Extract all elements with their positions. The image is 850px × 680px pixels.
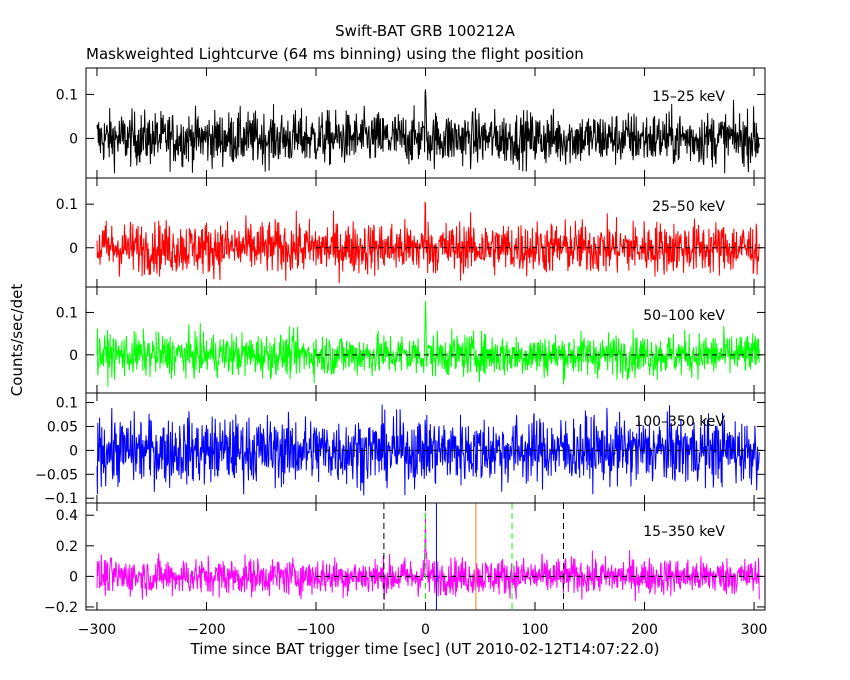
chart-subtitle: Maskweighted Lightcurve (64 ms binning) … xyxy=(86,45,584,63)
y-tick-label: 0 xyxy=(69,241,78,257)
y-tick-label: 0 xyxy=(69,131,78,147)
x-axis: −300 −200 −100 0 100 200 300 xyxy=(78,622,768,638)
lightcurve-series xyxy=(96,300,760,387)
band-label: 25–50 keV xyxy=(652,199,725,215)
x-tick-label: 100 xyxy=(522,622,549,638)
y-tick-label: 0 xyxy=(69,348,78,364)
y-tick-label: 0.1 xyxy=(56,197,78,213)
y-tick-label: 0.1 xyxy=(56,396,78,412)
y-tick-label: −0.1 xyxy=(44,491,78,507)
y-tick-label: 0.1 xyxy=(56,305,78,321)
x-tick-label: −100 xyxy=(297,622,335,638)
y-tick-label: −0.2 xyxy=(44,600,78,616)
y-tick-label: 0.1 xyxy=(56,87,78,103)
y-tick-label: 0.05 xyxy=(47,419,78,435)
y-tick-label: 0 xyxy=(69,443,78,459)
x-tick-label: 0 xyxy=(421,622,430,638)
x-axis-title: Time since BAT trigger time [sec] (UT 20… xyxy=(190,640,660,658)
band-label: 15–350 keV xyxy=(643,524,725,540)
x-tick-label: 300 xyxy=(741,622,768,638)
lightcurve-series xyxy=(96,404,760,496)
y-tick-label: 0.4 xyxy=(56,508,78,524)
x-tick-label: −200 xyxy=(187,622,225,638)
band-label: 100–350 keV xyxy=(634,414,725,430)
lightcurve-series xyxy=(96,89,760,174)
x-tick-label: −300 xyxy=(78,622,116,638)
y-tick-label: 0 xyxy=(69,569,78,585)
x-tick-label: 200 xyxy=(631,622,658,638)
chart-title: Swift-BAT GRB 100212A xyxy=(335,22,515,40)
band-label: 15–25 keV xyxy=(652,89,725,105)
y-axis-title: Counts/sec/det xyxy=(8,284,26,397)
y-tick-label: 0.2 xyxy=(56,539,78,555)
lightcurve-series xyxy=(96,201,760,284)
panels-group: 0 0.1 15–25 keV 0 0.1 25–50 keV 0 0.1 50–100 keV… xyxy=(35,67,766,616)
y-tick-label: −0.05 xyxy=(35,467,78,483)
lightcurve-series xyxy=(96,512,760,602)
band-label: 50–100 keV xyxy=(643,308,725,324)
panel-4: −0.2 0 0.2 0.4 15–350 keV xyxy=(44,502,766,616)
